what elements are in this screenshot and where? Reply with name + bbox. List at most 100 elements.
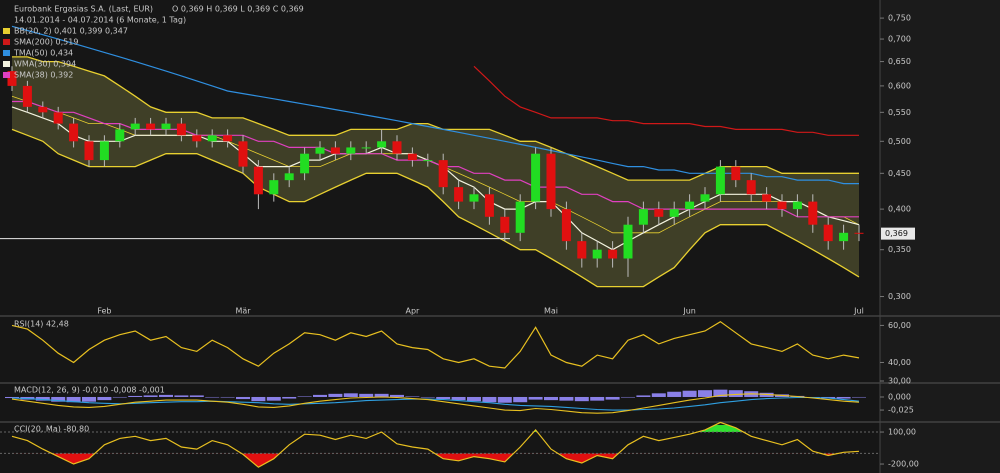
histogram-bar	[220, 396, 235, 398]
candle-body	[654, 209, 664, 217]
histogram-bar	[328, 393, 343, 397]
candle-body	[823, 224, 833, 242]
candle-body	[22, 85, 32, 107]
y-tick-label: 30,00	[888, 377, 911, 386]
y-tick-label: 60,00	[888, 321, 911, 330]
candle-body	[438, 160, 448, 188]
candle-body	[269, 180, 279, 195]
histogram-bar	[66, 396, 81, 403]
legend-label: WMA(30) 0,394	[14, 60, 76, 69]
histogram-bar	[528, 396, 543, 400]
candle-body	[623, 224, 633, 259]
candle-body	[346, 147, 356, 154]
candle-body	[731, 166, 741, 181]
legend-label: BB(20, 2) 0,401 0,399 0,347	[14, 27, 128, 36]
candle-body	[392, 141, 402, 154]
histogram-bar	[728, 390, 743, 397]
cci-fill-down	[51, 453, 839, 468]
y-tick-label: 0,500	[888, 137, 911, 146]
histogram-bar	[513, 396, 528, 403]
y-tick-label: 0,400	[888, 205, 911, 214]
candle-body	[469, 194, 479, 202]
signal-line	[11, 396, 860, 411]
candle-body	[176, 123, 186, 136]
candle-body	[839, 232, 849, 242]
chart-title: Eurobank Ergasias S.A. (Last, EUR)	[14, 5, 153, 14]
x-tick-label: Feb	[97, 307, 111, 316]
candle-body	[207, 135, 217, 142]
x-tick-label: Apr	[405, 307, 420, 316]
panel-title: MACD(12, 26, 9) -0,010 -0,008 -0,001	[14, 386, 165, 395]
candle-body	[762, 194, 772, 202]
x-tick-label: Jun	[682, 307, 696, 316]
panel-title: CCI(20, Ma) -80,80	[14, 425, 89, 434]
macd-line	[11, 393, 860, 414]
histogram-bar	[621, 396, 635, 398]
histogram-bar	[590, 396, 605, 401]
candle-body	[223, 135, 233, 142]
candle-body	[546, 153, 556, 210]
cci-line	[11, 421, 860, 468]
candle-body	[284, 173, 294, 181]
histogram-bar	[266, 396, 281, 401]
histogram-bar	[236, 396, 250, 400]
candle-body	[115, 129, 125, 142]
histogram-bar	[436, 396, 451, 400]
legend-swatch	[3, 50, 10, 56]
histogram-bar	[574, 396, 589, 402]
histogram-bar	[297, 396, 312, 397]
y-tick-label: -0,025	[888, 406, 914, 415]
candle-body	[531, 153, 541, 202]
indicator-line	[12, 100, 859, 218]
candle-body	[854, 232, 864, 234]
histogram-bar	[497, 396, 512, 403]
histogram-bar	[482, 396, 497, 403]
candle-body	[192, 135, 202, 142]
y-tick-label: 0,650	[888, 57, 911, 66]
cci-fill-up	[533, 425, 744, 433]
candle-body	[253, 166, 263, 195]
histogram-bar	[651, 393, 666, 397]
x-tick-label: Mär	[235, 307, 251, 316]
y-tick-label: -200,00	[888, 460, 919, 469]
y-tick-label: 0,700	[888, 35, 911, 44]
candle-body	[69, 123, 79, 142]
candle-body	[669, 209, 679, 217]
band-lower	[11, 128, 860, 288]
histogram-bar	[143, 395, 158, 397]
y-tick-label: 0,350	[888, 245, 911, 254]
candle-body	[700, 194, 710, 202]
candle-body	[161, 123, 171, 130]
candle-body	[792, 201, 802, 210]
histogram-bar	[35, 396, 50, 401]
y-tick-label: 100,00	[888, 428, 916, 437]
indicator-line	[473, 65, 859, 136]
panel-title: RSI(14) 42,48	[14, 320, 69, 329]
x-tick-label: Mai	[544, 307, 558, 316]
legend-label: TMA(50) 0,434	[13, 49, 73, 58]
histogram-bar	[97, 396, 112, 401]
y-tick-label: 40,00	[888, 358, 911, 367]
last-value-label: 0,369	[885, 229, 908, 238]
histogram-bar	[205, 396, 220, 398]
histogram-bar	[451, 396, 466, 401]
histogram-bar	[51, 396, 66, 402]
candle-body	[608, 249, 618, 259]
histogram-bar	[374, 393, 389, 397]
histogram-bar	[836, 396, 851, 399]
candle-body	[577, 241, 587, 259]
y-tick-label: 0,550	[888, 108, 911, 117]
legend-swatch	[3, 72, 10, 78]
plot: 0,300 0,350 0,400 0,450 0,500 0,550 0,600 0,650…	[0, 14, 919, 469]
y-tick-label: 0,300	[888, 292, 911, 301]
histogram-bar	[343, 393, 358, 397]
candle-body	[638, 209, 648, 225]
candle-body	[315, 147, 325, 154]
histogram-bar	[174, 395, 189, 397]
candle-body	[423, 160, 433, 162]
candle-body	[484, 194, 494, 217]
candle-body	[592, 249, 602, 259]
histogram-bar	[251, 396, 266, 402]
histogram-bar	[359, 393, 374, 397]
y-tick-label: 0,600	[888, 81, 911, 90]
